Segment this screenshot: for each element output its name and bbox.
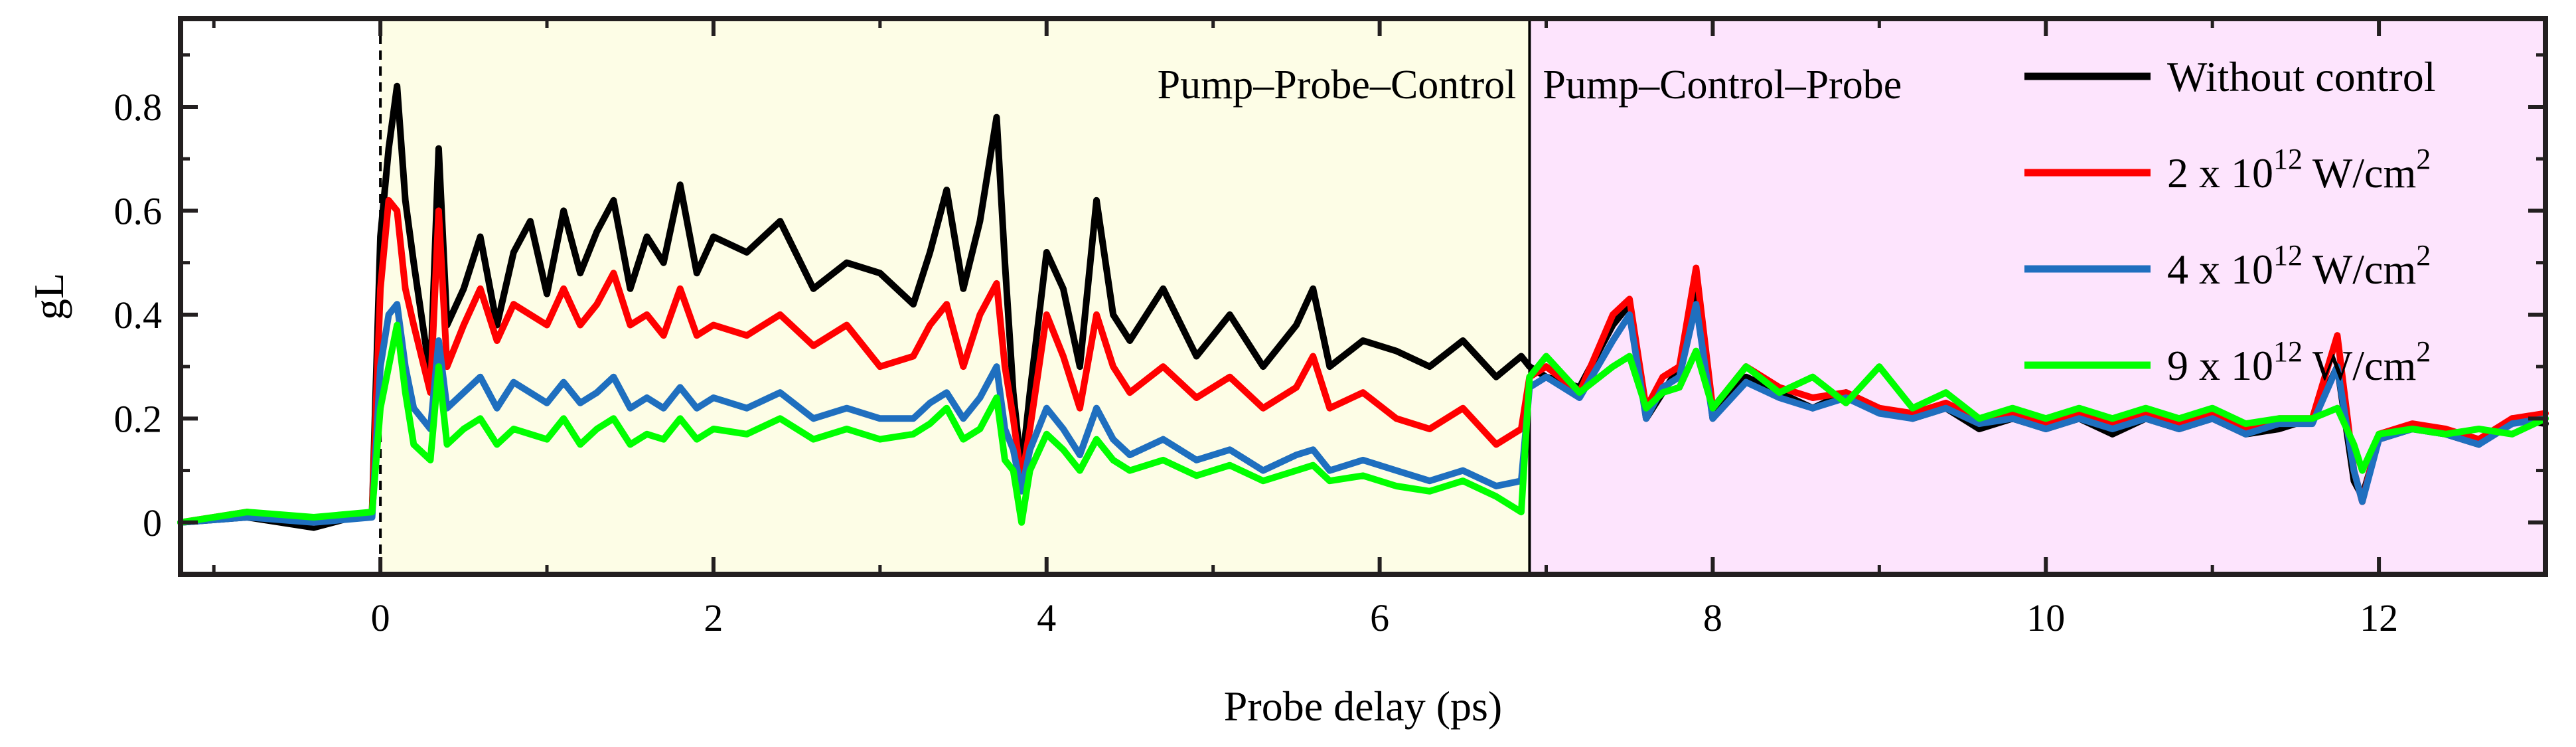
y-tick-label: 0.4 <box>114 293 163 337</box>
series-lines <box>177 82 2549 531</box>
y-tick-label: 0 <box>143 501 162 544</box>
legend-label-1: Without control <box>2167 53 2435 100</box>
x-tick-label: 8 <box>1703 596 1722 639</box>
x-tick-label: 10 <box>2026 596 2065 639</box>
y-axis-label: gL <box>25 273 72 320</box>
region-label-1: Pump–Probe–Control <box>1158 62 1517 108</box>
y-tick-label: 0.8 <box>114 86 163 129</box>
tick-labels: 0 2 4 6 8 10 12 0 0.2 0.4 0.6 0.8 <box>114 86 2399 639</box>
x-tick-label: 6 <box>1370 596 1389 639</box>
y-tick-label: 0.2 <box>114 397 163 440</box>
x-tick-label: 0 <box>371 596 390 639</box>
x-tick-label: 12 <box>2360 596 2398 639</box>
x-tick-label: 4 <box>1037 596 1056 639</box>
series-line-2 <box>177 197 2549 526</box>
legend-label-4: 9 x 1012 W/cm2 <box>2167 335 2431 389</box>
region-labels: Pump–Probe–Control Pump–Control–Probe <box>1158 62 1902 108</box>
region-label-2: Pump–Control–Probe <box>1543 62 1902 108</box>
legend-label-2: 2 x 1012 W/cm2 <box>2167 143 2431 197</box>
plot-frame <box>178 16 2548 577</box>
series-line-4 <box>177 321 2549 526</box>
shaded-regions <box>379 19 2545 574</box>
x-axis-label: Probe delay (ps) <box>1224 683 1502 730</box>
series-line-3 <box>177 301 2549 526</box>
y-tick-label: 0.6 <box>114 189 163 232</box>
x-tick-label: 2 <box>704 596 723 639</box>
legend: Without control 2 x 1012 W/cm2 4 x 1012 W/… <box>2024 53 2435 389</box>
legend-label-3: 4 x 1012 W/cm2 <box>2167 239 2431 293</box>
